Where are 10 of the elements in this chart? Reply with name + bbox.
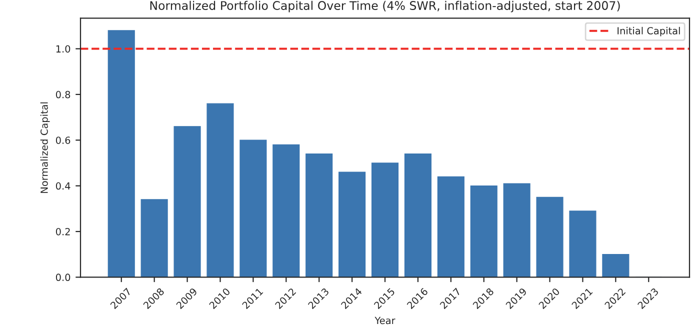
legend-label: Initial Capital bbox=[618, 26, 680, 36]
chart-title: Normalized Portfolio Capital Over Time (4% SWR, inflation-adjusted, start 2007) bbox=[150, 0, 620, 12]
y-tick-label: 0.8 bbox=[56, 90, 70, 98]
y-tick-label: 1.0 bbox=[56, 45, 70, 53]
y-tick-label: 0.6 bbox=[56, 136, 70, 144]
y-tick-label: 0.4 bbox=[56, 182, 70, 190]
x-axis-title: Year bbox=[374, 316, 396, 324]
y-tick-label: 0.0 bbox=[56, 274, 70, 282]
y-axis-title: Normalized Capital bbox=[40, 102, 50, 193]
y-tick-label: 0.2 bbox=[56, 228, 70, 236]
